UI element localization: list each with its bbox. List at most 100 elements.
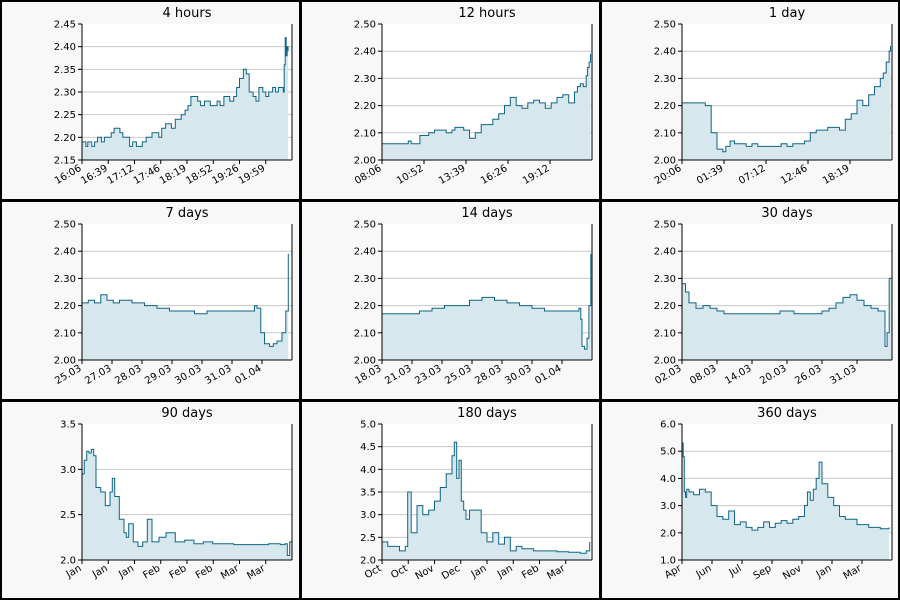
x-tick-label: Feb xyxy=(168,563,189,581)
y-tick-label: 2.20 xyxy=(654,301,676,312)
x-tick-label: Nov xyxy=(414,563,436,582)
y-tick-label: 2.10 xyxy=(654,128,676,139)
chart-title: 14 days xyxy=(461,206,513,221)
y-tick-label: 4.0 xyxy=(660,474,676,485)
series-line xyxy=(382,53,591,145)
y-tick-label: 2.5 xyxy=(360,533,376,544)
x-tick-label: Feb xyxy=(141,563,162,581)
x-tick-label: 25.03 xyxy=(443,363,473,387)
y-tick-label: 2.30 xyxy=(654,274,676,285)
x-tick-label: Jan xyxy=(90,563,110,581)
y-tick-label: 2.50 xyxy=(354,20,376,31)
series-area xyxy=(82,449,292,560)
chart-title: 180 days xyxy=(457,406,517,421)
chart-title: 90 days xyxy=(161,406,213,421)
x-tick-label: 19:26 xyxy=(211,163,241,187)
y-tick-label: 2.40 xyxy=(354,47,376,58)
y-tick-label: 6.0 xyxy=(660,420,676,431)
x-tick-label: 21.03 xyxy=(383,363,413,387)
y-tick-label: 2.30 xyxy=(354,74,376,85)
x-tick-label: 12:46 xyxy=(779,163,809,187)
x-tick-label: 30.03 xyxy=(173,363,203,387)
series-line xyxy=(82,253,289,347)
x-tick-label: Nov xyxy=(781,563,803,582)
x-tick-label: Mar xyxy=(842,563,865,582)
series-area xyxy=(382,253,591,360)
x-tick-label: 13:39 xyxy=(437,163,467,187)
y-tick-label: 2.30 xyxy=(654,74,676,85)
x-tick-label: 02.03 xyxy=(653,363,683,387)
y-tick-label: 2.40 xyxy=(354,247,376,258)
x-tick-label: 01.04 xyxy=(233,363,263,387)
series-line xyxy=(382,253,592,350)
x-tick-label: 19:12 xyxy=(521,163,551,187)
y-tick-label: 2.0 xyxy=(360,556,376,567)
x-tick-label: 29.03 xyxy=(143,363,173,387)
series-line xyxy=(382,441,591,554)
y-tick-label: 4.0 xyxy=(360,465,376,476)
y-tick-label: 2.20 xyxy=(354,101,376,112)
chart-title: 7 days xyxy=(165,206,208,221)
chart-svg: 14 days 2.00 2.10 2.20 2.30 2.40 2.50 18.03 21.0… xyxy=(353,206,593,387)
chart-panel: 1 day 2.00 2.10 2.20 2.30 2.40 2.50 20:06 01:39 0… xyxy=(600,0,900,201)
series-area xyxy=(382,53,591,160)
y-tick-label: 2.25 xyxy=(54,110,76,121)
y-tick-label: 2.50 xyxy=(54,220,76,231)
chart-title: 12 hours xyxy=(458,6,515,21)
x-tick-label: 18:19 xyxy=(158,163,188,187)
y-tick-label: 2.15 xyxy=(54,156,76,167)
series-area xyxy=(82,253,289,360)
y-tick-label: 2.20 xyxy=(654,101,676,112)
series-area xyxy=(682,443,890,560)
series-line xyxy=(682,442,890,531)
x-tick-label: Dec xyxy=(440,563,462,582)
y-tick-label: 3.0 xyxy=(60,465,76,476)
y-tick-label: 2.0 xyxy=(60,556,76,567)
x-tick-label: Sep xyxy=(752,563,774,582)
series-area xyxy=(682,253,892,360)
chart-svg: 4 hours 2.15 2.20 2.25 2.30 2.35 2.40 2.45 16:06… xyxy=(53,6,293,187)
y-tick-label: 2.20 xyxy=(354,301,376,312)
series-area xyxy=(82,37,289,160)
y-tick-label: 3.5 xyxy=(60,420,76,431)
y-tick-label: 2.30 xyxy=(354,274,376,285)
x-tick-label: 31.03 xyxy=(828,363,858,387)
chart-svg: 12 hours 2.00 2.10 2.20 2.30 2.40 2.50 08:06 10:… xyxy=(353,6,593,187)
y-tick-label: 2.5 xyxy=(60,510,76,521)
x-tick-label: 17:46 xyxy=(132,163,162,187)
x-tick-label: 25.03 xyxy=(53,363,83,387)
x-tick-label: Jul xyxy=(727,563,744,579)
y-tick-label: 5.0 xyxy=(660,447,676,458)
chart-panel: 14 days 2.00 2.10 2.20 2.30 2.40 2.50 18.03 21.0… xyxy=(300,200,601,401)
y-tick-label: 2.30 xyxy=(54,274,76,285)
series-line xyxy=(682,253,893,347)
chart-panel: 30 days 2.00 2.10 2.20 2.30 2.40 2.50 02.03 08.0… xyxy=(600,200,900,401)
chart-panel: 4 hours 2.15 2.20 2.25 2.30 2.35 2.40 2.45 16:06… xyxy=(0,0,301,201)
x-tick-label: Mar xyxy=(245,563,268,582)
x-tick-label: 31.03 xyxy=(203,363,233,387)
x-tick-label: 16:06 xyxy=(53,163,83,187)
chart-title: 4 hours xyxy=(163,6,212,21)
x-tick-label: 17:12 xyxy=(106,163,136,187)
x-tick-label: Jan xyxy=(116,563,136,581)
y-tick-label: 4.5 xyxy=(360,442,376,453)
x-tick-label: 18.03 xyxy=(353,363,383,387)
x-tick-label: 28.03 xyxy=(113,363,143,387)
x-tick-label: 28.03 xyxy=(473,363,503,387)
y-tick-label: 2.35 xyxy=(54,65,76,76)
chart-panel: 180 days 2.0 2.5 3.0 3.5 4.0 4.5 5.0 Oct Oct Nov De… xyxy=(300,400,601,600)
x-tick-label: Jun xyxy=(694,563,714,581)
x-tick-label: 20.03 xyxy=(758,363,788,387)
x-tick-label: 16:39 xyxy=(79,163,109,187)
x-tick-label: 20:06 xyxy=(653,163,683,187)
y-tick-label: 2.40 xyxy=(654,47,676,58)
chart-panel: 7 days 2.00 2.10 2.20 2.30 2.40 2.50 25.03 27.03… xyxy=(0,200,301,401)
y-tick-label: 2.50 xyxy=(654,220,676,231)
y-tick-label: 2.50 xyxy=(354,220,376,231)
y-tick-label: 3.5 xyxy=(360,488,376,499)
y-tick-label: 2.00 xyxy=(654,156,676,167)
x-tick-label: 18:52 xyxy=(184,163,214,187)
